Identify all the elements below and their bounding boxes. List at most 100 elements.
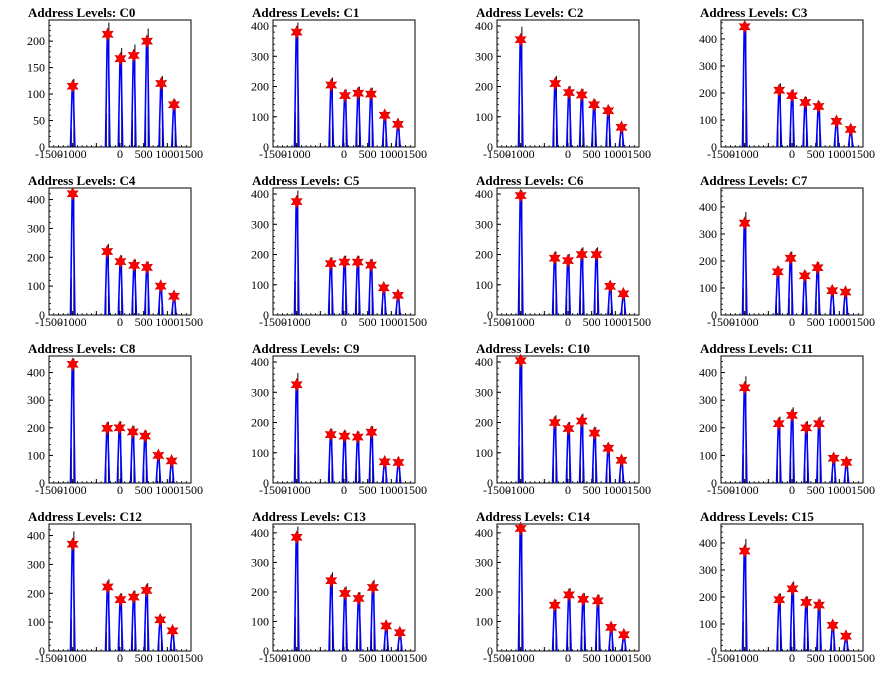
x-tick-label: 1000 xyxy=(155,483,179,497)
x-tick-label: 1000 xyxy=(603,147,627,161)
y-tick-label: 300 xyxy=(27,393,45,407)
y-tick-label: 0 xyxy=(487,476,493,490)
peak-marker xyxy=(840,455,853,470)
x-tick-label: 0 xyxy=(565,651,571,665)
peak-marker xyxy=(378,454,391,469)
fit-outline xyxy=(776,600,783,652)
fit-outline xyxy=(789,590,796,652)
peak-marker xyxy=(66,186,79,201)
peak-marker xyxy=(127,590,140,604)
y-tick-label: 100 xyxy=(251,278,269,292)
y-tick-label: 0 xyxy=(487,140,493,154)
y-tick-label: 0 xyxy=(487,644,493,658)
fit-outline xyxy=(131,266,138,316)
y-tick-label: 400 xyxy=(699,32,717,46)
x-tick-label: 0 xyxy=(117,483,123,497)
x-tick-label: 1000 xyxy=(827,147,851,161)
peak-marker xyxy=(577,592,590,607)
y-tick-label: 200 xyxy=(27,421,45,435)
y-tick-label: 200 xyxy=(699,590,717,604)
x-tick-label: -1500 xyxy=(483,315,511,329)
x-tick-label: 0 xyxy=(565,147,571,161)
peak-marker xyxy=(844,122,857,137)
x-tick-label: -1000 xyxy=(507,651,535,665)
x-tick-label: 1000 xyxy=(827,315,851,329)
fit-outline xyxy=(341,437,348,484)
peak-marker xyxy=(549,76,562,91)
y-tick-label: 100 xyxy=(251,110,269,124)
peak-marker xyxy=(514,353,527,368)
fit-outline xyxy=(158,84,165,148)
x-tick-label: 1500 xyxy=(403,651,427,665)
peak-marker xyxy=(378,108,391,123)
x-tick-label: 1000 xyxy=(379,483,403,497)
peak-marker xyxy=(590,247,603,262)
x-tick-label: 1500 xyxy=(403,147,427,161)
y-tick-label: 300 xyxy=(27,557,45,571)
x-tick-label: -1000 xyxy=(507,147,535,161)
peak-marker xyxy=(140,34,153,49)
fit-outline xyxy=(170,105,177,148)
y-tick-label: 0 xyxy=(711,140,717,154)
fit-outline xyxy=(116,428,123,484)
peak-marker xyxy=(800,420,813,435)
panel-title: Address Levels: C12 xyxy=(28,509,142,524)
peak-marker xyxy=(140,583,153,598)
x-tick-label: 500 xyxy=(583,483,601,497)
peak-marker xyxy=(798,268,811,283)
fit-outline xyxy=(593,255,600,316)
peak-marker xyxy=(773,592,786,607)
y-tick-label: 100 xyxy=(27,448,45,462)
x-tick-label: 500 xyxy=(807,483,825,497)
peak-marker xyxy=(617,286,630,301)
panel-c8: Address Levels: C8 0 100 200 300 400 -1500-100… xyxy=(27,341,203,497)
fit-outline xyxy=(129,433,136,484)
fit-outline xyxy=(741,552,748,652)
y-tick-label: 200 xyxy=(475,80,493,94)
panel-c10: Address Levels: C10 0 100 200 300 400 -1500-10… xyxy=(475,341,651,497)
y-tick-label: 0 xyxy=(39,476,45,490)
x-tick-label: 0 xyxy=(789,651,795,665)
panel-title: Address Levels: C13 xyxy=(252,509,366,524)
panel-c13: Address Levels: C13 0 100 200 300 400 -1500-10… xyxy=(251,509,427,665)
x-tick-label: -1500 xyxy=(259,315,287,329)
y-tick-label: 0 xyxy=(263,644,269,658)
panel-c12: Address Levels: C12 0 100 200 300 400 -1500-10… xyxy=(27,509,203,665)
peak-marker xyxy=(114,592,127,607)
fit-outline xyxy=(517,529,524,652)
y-tick-label: 100 xyxy=(27,615,45,629)
x-tick-label: 0 xyxy=(789,147,795,161)
peak-marker xyxy=(771,264,784,279)
x-tick-label: -1500 xyxy=(707,315,735,329)
y-tick-label: 100 xyxy=(475,278,493,292)
y-tick-label: 300 xyxy=(475,555,493,569)
y-tick-label: 200 xyxy=(475,585,493,599)
fit-outline xyxy=(741,388,748,484)
y-tick-label: 400 xyxy=(251,526,269,540)
fit-outline xyxy=(814,268,821,316)
fit-outline xyxy=(580,600,587,652)
x-tick-label: -1500 xyxy=(35,315,63,329)
y-tick-label: 300 xyxy=(251,217,269,231)
panel-title: Address Levels: C2 xyxy=(476,5,583,20)
x-tick-label: 1000 xyxy=(155,315,179,329)
fit-outline xyxy=(517,361,524,484)
peak-marker xyxy=(101,421,114,436)
y-tick-label: 200 xyxy=(27,250,45,264)
panel-title: Address Levels: C1 xyxy=(252,5,359,20)
histogram-peak xyxy=(293,22,300,148)
peak-marker xyxy=(152,448,165,463)
fit-outline xyxy=(354,263,361,316)
histogram-peak xyxy=(293,190,300,316)
y-tick-label: 300 xyxy=(475,385,493,399)
x-tick-label: 0 xyxy=(565,315,571,329)
y-tick-label: 0 xyxy=(39,644,45,658)
fit-outline xyxy=(104,429,111,484)
panel-title: Address Levels: C5 xyxy=(252,173,360,188)
y-tick-label: 100 xyxy=(475,446,493,460)
x-tick-label: 500 xyxy=(135,315,153,329)
x-tick-label: 0 xyxy=(789,483,795,497)
y-tick-label: 200 xyxy=(699,254,717,268)
peak-marker xyxy=(126,425,139,439)
